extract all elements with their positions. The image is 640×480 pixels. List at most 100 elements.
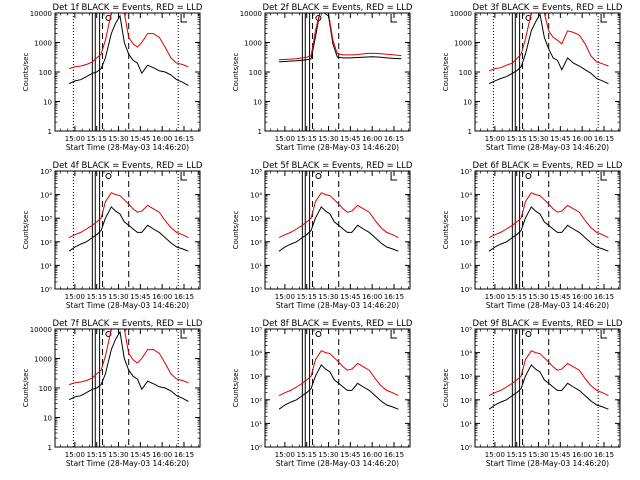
y-tick-label: 1000 [454, 40, 472, 48]
x-tick-label: 16:00 [572, 293, 592, 301]
x-tick-label: 16:15 [174, 293, 194, 301]
y-tick-label: 100 [39, 385, 52, 393]
x-tick-label: 15:00 [65, 135, 85, 143]
events-series-line [488, 206, 609, 252]
events-series-line [68, 206, 189, 252]
y-tick-label: 10¹ [250, 420, 262, 428]
flag-marker [180, 172, 188, 181]
lld-series-line [488, 13, 609, 72]
panel-markers [488, 13, 609, 131]
y-tick-label: 10⁵ [460, 326, 472, 334]
x-tick-label: 15:30 [318, 293, 338, 301]
x-tick-label: 16:15 [384, 135, 404, 143]
flag-marker [105, 15, 112, 21]
y-tick-label: 10² [460, 239, 472, 247]
detector-panel-6: Det 6f BLACK = Events, RED = LLD 10⁰ 10¹ 10… [442, 161, 623, 310]
x-tick-label: 15:45 [340, 135, 360, 143]
x-tick-label: 16:15 [384, 451, 404, 459]
y-axis-label: Counts/sec [442, 53, 450, 92]
plot-frame [264, 170, 411, 290]
detector-panel-2: Det 2f BLACK = Events, RED = LLD 1 10 100 10… [232, 3, 413, 152]
lld-series-line [279, 13, 402, 61]
events-series-line [68, 330, 189, 402]
x-tick-label: 15:45 [550, 451, 570, 459]
y-tick-label: 10⁴ [40, 192, 52, 200]
detector-panel-9: Det 9f BLACK = Events, RED = LLD 10⁰ 10¹ 10… [442, 319, 623, 468]
y-tick-label: 10⁵ [250, 326, 262, 334]
lld-series-line [488, 192, 609, 239]
y-tick-label: 1 [468, 128, 472, 136]
y-axis-label: Counts/sec [232, 53, 240, 92]
detector-panel-1: Det 1f BLACK = Events, RED = LLD 1 10 100 10… [22, 3, 203, 152]
x-tick-label: 15:30 [528, 451, 548, 459]
y-tick-label: 10⁰ [460, 286, 472, 294]
x-tick-label: 16:00 [572, 451, 592, 459]
x-tick-label: 15:15 [87, 293, 107, 301]
x-tick-label: 15:45 [340, 293, 360, 301]
lld-series-line [278, 192, 399, 239]
x-tick-label: 15:15 [507, 135, 527, 143]
flag-marker [390, 14, 398, 23]
x-tick-label: 15:00 [485, 451, 505, 459]
flag-marker [180, 330, 188, 339]
y-axis-label: Counts/sec [232, 211, 240, 250]
y-tick-label: 10¹ [250, 262, 262, 270]
flag-marker [390, 172, 398, 181]
x-tick-label: 15:45 [130, 451, 150, 459]
lld-series-line [278, 350, 399, 397]
y-tick-label: 10⁰ [250, 286, 262, 294]
y-tick-label: 10⁵ [40, 168, 52, 176]
panel-title: Det 5f BLACK = Events, RED = LLD [263, 161, 413, 171]
flag-marker [600, 14, 608, 23]
y-tick-label: 10 [253, 99, 262, 107]
y-tick-label: 10⁰ [40, 286, 52, 294]
flag-marker [390, 330, 398, 339]
y-tick-label: 10³ [460, 373, 472, 381]
x-tick-label: 15:00 [275, 451, 295, 459]
y-tick-label: 10 [43, 415, 52, 423]
y-tick-label: 10¹ [460, 262, 472, 270]
events-series-line [488, 364, 609, 410]
y-tick-label: 10 [463, 99, 472, 107]
x-axis-label: Start Time (28-May-03 14:46:20) [66, 143, 189, 152]
x-axis-label: Start Time (28-May-03 14:46:20) [66, 459, 189, 468]
y-axis-label: Counts/sec [22, 369, 30, 408]
x-axis-label: Start Time (28-May-03 14:46:20) [486, 143, 609, 152]
y-axis-label: Counts/sec [442, 211, 450, 250]
plot-frame [54, 170, 201, 290]
y-tick-label: 10³ [460, 215, 472, 223]
plot-frame [264, 12, 411, 132]
panel-markers [488, 329, 609, 447]
y-tick-label: 1 [48, 128, 52, 136]
y-tick-label: 100 [459, 69, 472, 77]
y-tick-label: 1000 [244, 40, 262, 48]
x-tick-label: 15:15 [297, 293, 317, 301]
plot-frame [474, 12, 621, 132]
x-tick-label: 15:30 [528, 293, 548, 301]
lld-series-line [488, 350, 609, 397]
x-tick-label: 15:00 [275, 293, 295, 301]
panel-title: Det 2f BLACK = Events, RED = LLD [263, 3, 413, 13]
events-series-line [68, 14, 189, 86]
panel-markers [68, 13, 189, 131]
flag-marker [315, 173, 322, 179]
x-tick-label: 15:30 [108, 293, 128, 301]
x-tick-label: 15:45 [550, 293, 570, 301]
x-tick-label: 15:45 [550, 135, 570, 143]
x-tick-label: 15:00 [65, 451, 85, 459]
x-tick-label: 15:15 [87, 135, 107, 143]
lld-series-line [68, 329, 189, 386]
y-tick-label: 10000 [30, 326, 52, 334]
x-tick-label: 16:15 [174, 135, 194, 143]
y-tick-label: 10⁵ [460, 168, 472, 176]
y-tick-label: 1 [258, 128, 262, 136]
flag-marker [525, 173, 532, 179]
x-tick-label: 16:15 [384, 293, 404, 301]
x-tick-label: 16:00 [152, 293, 172, 301]
detector-panel-4: Det 4f BLACK = Events, RED = LLD 10⁰ 10¹ 10… [22, 161, 203, 310]
events-series-line [488, 13, 609, 85]
x-tick-label: 15:30 [318, 451, 338, 459]
y-tick-label: 100 [249, 69, 262, 77]
x-tick-label: 15:45 [340, 451, 360, 459]
